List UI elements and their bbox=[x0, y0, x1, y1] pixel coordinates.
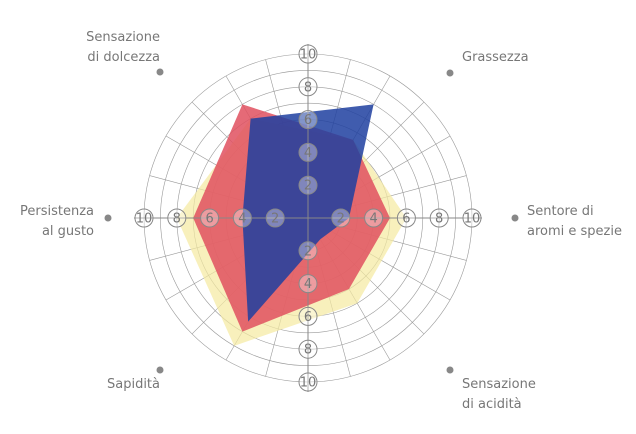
tick-label: 4 bbox=[238, 212, 246, 227]
tick-label: 6 bbox=[205, 212, 213, 227]
category-dot bbox=[511, 214, 519, 222]
tick-label: 8 bbox=[435, 212, 443, 227]
tick-label: 10 bbox=[464, 212, 481, 227]
tick-badge bbox=[298, 142, 318, 162]
tick-label: 6 bbox=[402, 212, 410, 227]
category-dot bbox=[446, 69, 454, 77]
category-label: Sapidità bbox=[106, 377, 160, 392]
category-dot bbox=[446, 366, 454, 374]
tick-badge bbox=[462, 208, 482, 228]
tick-badge bbox=[429, 208, 449, 228]
tick-label: 8 bbox=[173, 212, 181, 227]
tick-label: 4 bbox=[304, 146, 312, 161]
tick-badge bbox=[167, 208, 187, 228]
tick-label: 8 bbox=[304, 343, 312, 358]
category-dot bbox=[104, 214, 112, 222]
tick-badge bbox=[298, 306, 318, 326]
category-label: Persistenza al gusto bbox=[19, 204, 94, 239]
tick-label: 10 bbox=[300, 48, 317, 63]
tick-badge bbox=[298, 372, 318, 392]
tick-label: 4 bbox=[304, 277, 312, 292]
category-dot bbox=[156, 366, 164, 374]
tick-label: 10 bbox=[300, 376, 317, 391]
tick-label: 8 bbox=[304, 80, 312, 95]
tick-badge bbox=[364, 208, 384, 228]
tick-badge bbox=[134, 208, 154, 228]
category-label: Sensazione di dolcezza bbox=[86, 30, 160, 65]
tick-badge bbox=[200, 208, 220, 228]
tick-badge bbox=[232, 208, 252, 228]
category-label: Sensazione di acidità bbox=[462, 377, 536, 412]
tick-label: 6 bbox=[304, 310, 312, 325]
tick-label: 4 bbox=[369, 212, 377, 227]
tick-label: 2 bbox=[337, 212, 345, 227]
tick-label: 10 bbox=[136, 212, 153, 227]
tick-badge bbox=[298, 241, 318, 261]
tick-label: 6 bbox=[304, 113, 312, 128]
tick-badge bbox=[298, 175, 318, 195]
tick-badge bbox=[298, 44, 318, 64]
tick-badge bbox=[265, 208, 285, 228]
tick-badge bbox=[396, 208, 416, 228]
category-label: Sentore di aromi e spezie bbox=[527, 204, 622, 239]
category-label: Grassezza bbox=[462, 50, 529, 65]
tick-badge bbox=[331, 208, 351, 228]
tick-label: 2 bbox=[304, 244, 312, 259]
category-dot bbox=[156, 68, 164, 76]
tick-label: 2 bbox=[271, 212, 279, 227]
tick-label: 2 bbox=[304, 179, 312, 194]
tick-badge bbox=[298, 339, 318, 359]
tick-badge bbox=[298, 110, 318, 130]
tick-badge bbox=[298, 274, 318, 294]
tick-badge bbox=[298, 77, 318, 97]
